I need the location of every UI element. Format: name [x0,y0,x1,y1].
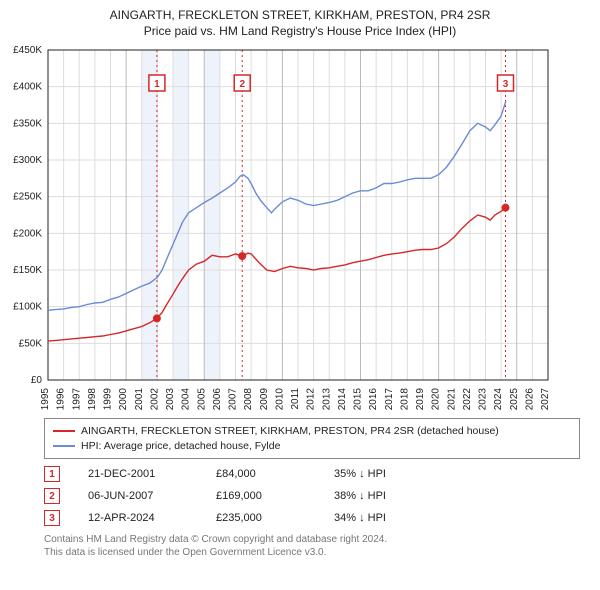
svg-text:2024: 2024 [493,388,504,411]
svg-text:£450K: £450K [13,45,42,56]
svg-text:1995: 1995 [40,388,51,411]
sales-table: 1 21-DEC-2001 £84,000 35% ↓ HPI 2 06-JUN… [44,463,580,529]
sale-date: 06-JUN-2007 [88,490,188,502]
svg-text:2025: 2025 [509,388,520,411]
svg-text:2017: 2017 [384,388,395,411]
svg-text:1997: 1997 [71,388,82,411]
svg-text:2019: 2019 [415,388,426,411]
svg-text:1998: 1998 [87,388,98,411]
sale-price: £235,000 [216,512,306,524]
svg-text:2006: 2006 [212,388,223,411]
svg-text:1996: 1996 [56,388,67,411]
svg-text:2: 2 [239,79,245,90]
svg-text:£250K: £250K [13,192,42,203]
legend-swatch-hpi [53,445,75,447]
svg-text:2009: 2009 [259,388,270,411]
sale-diff: 38% ↓ HPI [334,490,386,502]
legend-label-property: AINGARTH, FRECKLETON STREET, KIRKHAM, PR… [81,424,499,439]
table-row: 1 21-DEC-2001 £84,000 35% ↓ HPI [44,463,580,485]
svg-text:2001: 2001 [134,388,145,411]
svg-text:£400K: £400K [13,82,42,93]
sale-marker-1: 1 [44,466,60,482]
svg-text:2010: 2010 [274,388,285,411]
sale-date: 12-APR-2024 [88,512,188,524]
svg-text:3: 3 [503,79,509,90]
sale-diff: 35% ↓ HPI [334,468,386,480]
svg-text:1: 1 [154,79,160,90]
svg-text:2015: 2015 [353,388,364,411]
svg-text:£50K: £50K [19,338,43,349]
svg-text:2005: 2005 [196,388,207,411]
table-row: 3 12-APR-2024 £235,000 34% ↓ HPI [44,507,580,529]
svg-text:2022: 2022 [462,388,473,411]
svg-text:2013: 2013 [321,388,332,411]
svg-text:£100K: £100K [13,302,42,313]
svg-text:2002: 2002 [149,388,160,411]
svg-text:2012: 2012 [306,388,317,411]
legend-label-hpi: HPI: Average price, detached house, Fyld… [81,439,280,454]
chart-area: £0 £50K £100K £150K £200K £250K £300K £350K £400… [0,42,600,412]
svg-text:2026: 2026 [524,388,535,411]
svg-text:£0: £0 [31,375,43,386]
svg-text:2008: 2008 [243,388,254,411]
svg-text:2027: 2027 [540,388,551,411]
svg-text:2021: 2021 [446,388,457,411]
legend: AINGARTH, FRECKLETON STREET, KIRKHAM, PR… [44,418,580,459]
svg-text:£350K: £350K [13,118,42,129]
svg-text:2007: 2007 [228,388,239,411]
svg-text:2011: 2011 [290,388,301,410]
legend-swatch-property [53,430,75,432]
footnote-line1: Contains HM Land Registry data © Crown c… [44,533,580,546]
sale-price: £169,000 [216,490,306,502]
footnote: Contains HM Land Registry data © Crown c… [44,533,580,559]
svg-text:2020: 2020 [431,388,442,411]
table-row: 2 06-JUN-2007 £169,000 38% ↓ HPI [44,485,580,507]
svg-text:£200K: £200K [13,228,42,239]
sale-diff: 34% ↓ HPI [334,512,386,524]
sale-marker-2: 2 [44,488,60,504]
svg-text:2018: 2018 [399,388,410,411]
svg-text:2004: 2004 [181,388,192,411]
svg-text:2000: 2000 [118,388,129,411]
svg-text:£300K: £300K [13,155,42,166]
svg-text:2003: 2003 [165,388,176,411]
svg-text:2014: 2014 [337,388,348,411]
svg-text:1999: 1999 [103,388,114,411]
svg-text:2023: 2023 [478,388,489,411]
legend-row-hpi: HPI: Average price, detached house, Fyld… [53,439,571,454]
footnote-line2: This data is licensed under the Open Gov… [44,546,580,559]
sale-marker-3: 3 [44,510,60,526]
sale-date: 21-DEC-2001 [88,468,188,480]
svg-text:2016: 2016 [368,388,379,411]
svg-text:£150K: £150K [13,265,42,276]
line-chart: £0 £50K £100K £150K £200K £250K £300K £350K £400… [0,42,556,412]
sale-price: £84,000 [216,468,306,480]
legend-row-property: AINGARTH, FRECKLETON STREET, KIRKHAM, PR… [53,424,571,439]
chart-title-line1: AINGARTH, FRECKLETON STREET, KIRKHAM, PR… [10,8,590,22]
chart-title-line2: Price paid vs. HM Land Registry's House … [10,24,590,38]
